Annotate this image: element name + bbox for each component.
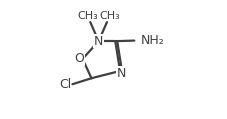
Text: N: N — [94, 35, 103, 48]
Text: N: N — [116, 67, 126, 80]
Text: NH₂: NH₂ — [141, 34, 165, 47]
Text: Cl: Cl — [59, 78, 71, 91]
Text: CH₃: CH₃ — [99, 11, 120, 21]
Text: O: O — [75, 52, 84, 65]
Text: CH₃: CH₃ — [78, 11, 98, 21]
